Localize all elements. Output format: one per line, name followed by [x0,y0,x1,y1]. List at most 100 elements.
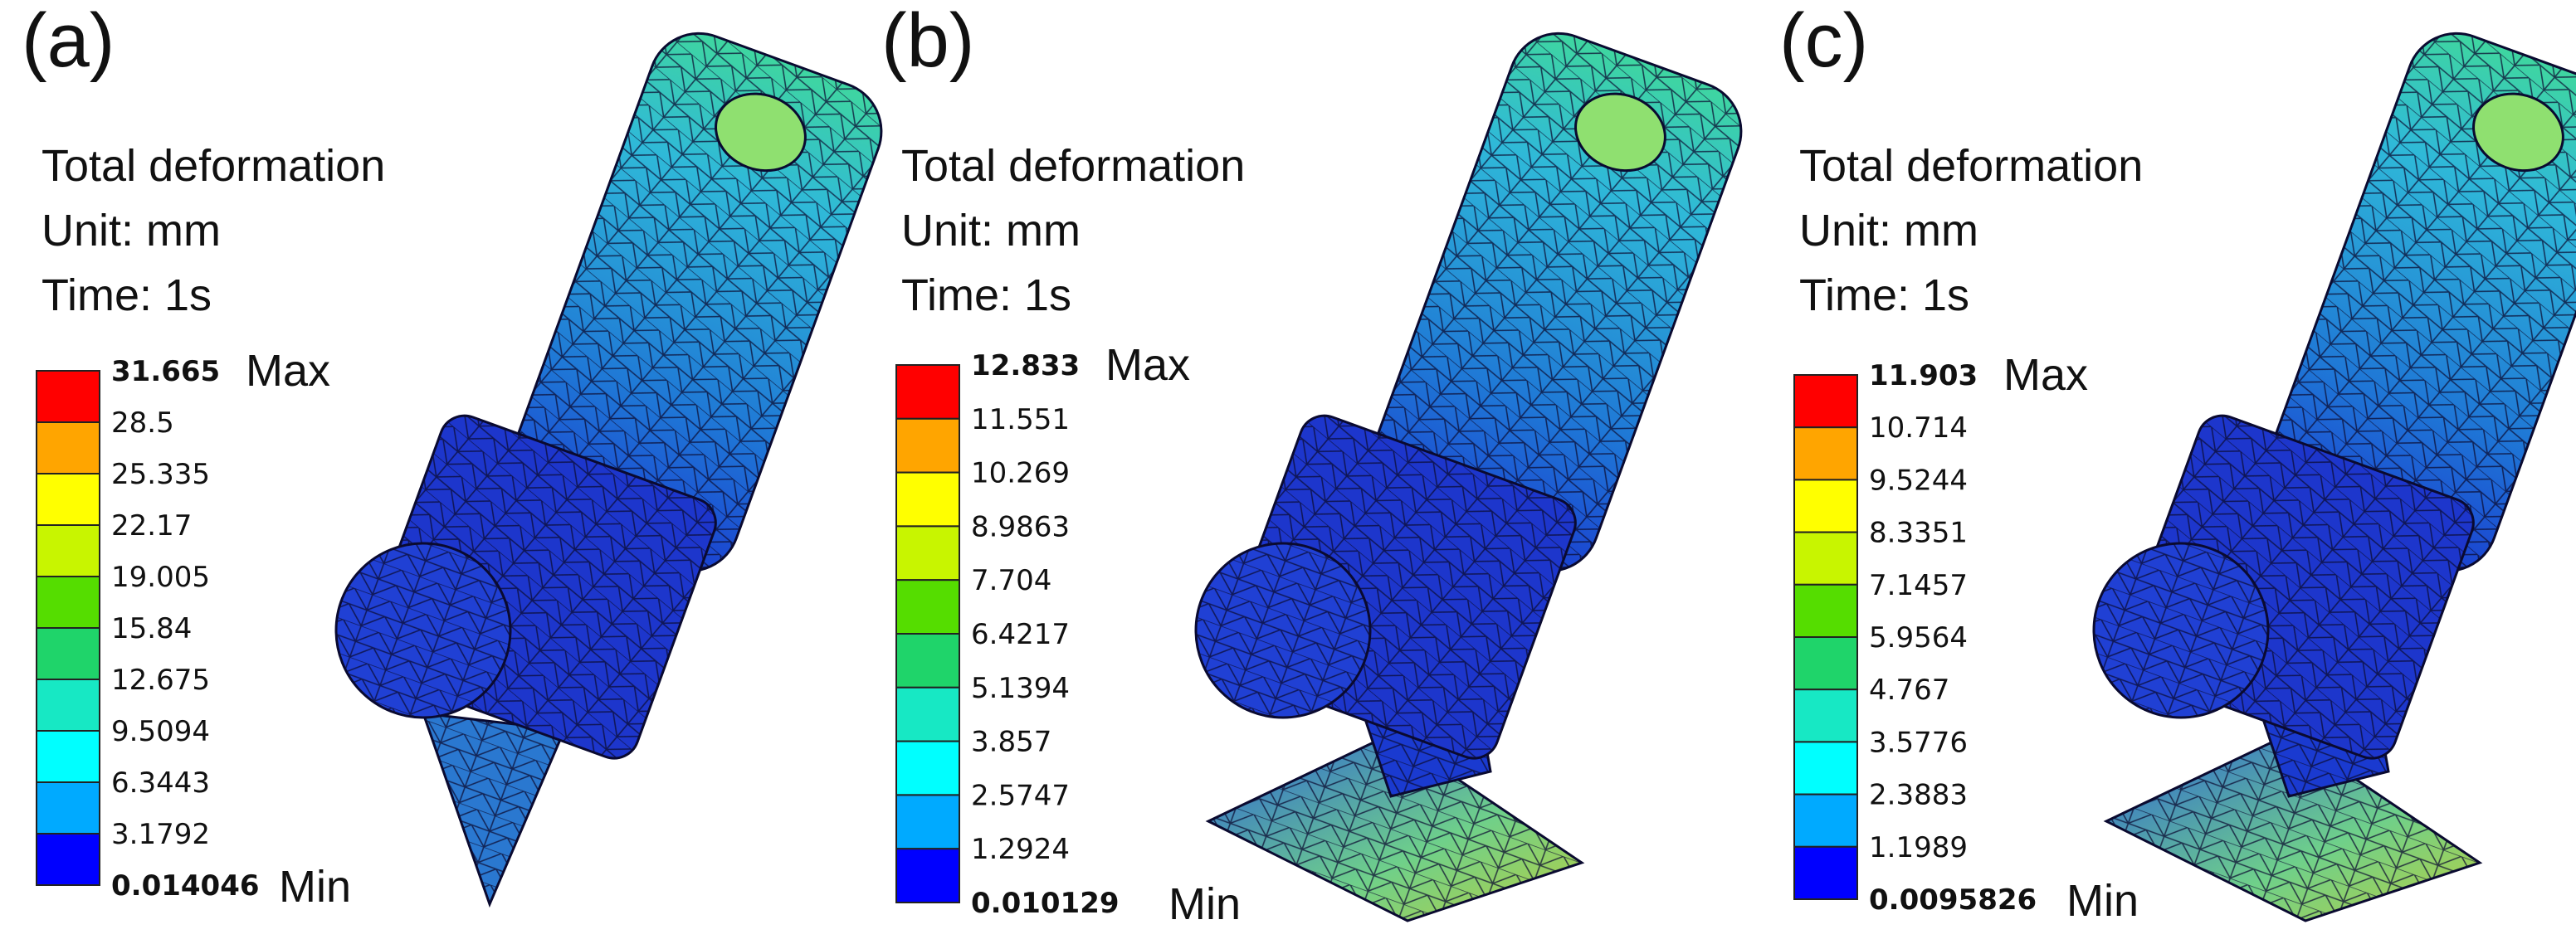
legend-value: 28.5 [111,406,174,440]
panel: (c) Total deformation Unit: mm Time: 1s 11.9… [1779,0,2576,926]
legend-value: 12.675 [111,664,210,697]
result-time: Time: 1s [41,270,212,320]
legend-swatch [895,794,960,850]
model-tip-mesh [423,713,564,904]
legend-value: 0.0095826 [1869,883,2037,917]
legend-value: 15.84 [111,612,192,645]
arm-mesh [1367,33,1741,572]
panel: (b) Total deformation Unit: mm Time: 1s 12.8… [881,0,1743,929]
model-arm [2263,32,2576,572]
legend-swatch [36,473,100,526]
legend-value: 11.903 [1869,359,1978,392]
legend-swatch [895,579,960,635]
legend-swatch [1793,636,1858,691]
legend-swatch [36,370,100,423]
arm-mesh [2265,33,2576,572]
result-title: Total deformation [1799,141,2143,191]
legend-value: 5.9564 [1869,621,1968,654]
legend-min: Min [1168,879,1241,929]
legend-swatch [895,686,960,742]
legend-swatch [36,730,100,783]
legend-swatch [1793,689,1858,743]
legend-swatch [36,833,100,886]
legend-swatch [1793,793,1858,848]
legend-value: 25.335 [111,458,210,491]
legend-swatch [1793,374,1858,429]
arm-mesh [507,33,881,572]
result-title: Total deformation [41,141,385,191]
legend-value: 6.3443 [111,766,210,800]
legend-min: Min [279,862,351,912]
legend-value: 6.4217 [971,618,1070,651]
legend-swatch [895,848,960,904]
legend-swatch [895,633,960,689]
legend-swatch [36,679,100,732]
result-unit: Unit: mm [901,206,1081,255]
arm-hole [715,92,807,173]
legend-value: 0.014046 [111,869,260,903]
result-time: Time: 1s [1799,270,1969,320]
result-title: Total deformation [901,141,1245,191]
legend-swatch [36,576,100,629]
legend-swatch [895,740,960,796]
legend-swatch [1793,741,1858,796]
legend-value: 1.1989 [1869,831,1968,864]
legend-value: 31.665 [111,355,220,388]
legend-value: 7.1457 [1869,569,1968,602]
legend-max: Max [246,346,330,396]
panel-label: (c) [1779,0,1868,83]
arm-hole [1574,92,1666,173]
model-foot-mesh [1208,734,1582,921]
model-boss-mesh [1196,543,1370,718]
legend-value: 8.9863 [971,510,1070,543]
model-foot-mesh [2106,734,2480,921]
legend-swatch [36,781,100,835]
legend-swatch [1793,479,1858,533]
legend-value: 5.1394 [971,672,1070,705]
legend-max: Max [2003,350,2088,400]
model-boss-mesh [336,543,510,718]
legend-value: 22.17 [111,509,192,543]
mesh-model [2092,32,2576,922]
legend-value: 2.3883 [1869,779,1968,812]
panel: (a) Total deformation Unit: mm Time: 1s 31.6… [22,0,883,912]
legend-value: 7.704 [971,564,1051,597]
legend-swatch [895,364,960,420]
model-arm [505,32,883,572]
legend-swatch [36,627,100,680]
legend-value: 9.5094 [111,715,210,748]
result-time: Time: 1s [901,270,1071,320]
legend-value: 0.010129 [971,887,1120,920]
mesh-model [1194,32,1743,922]
legend-swatch [1793,531,1858,586]
arm-hole [2472,92,2564,173]
legend-swatch [1793,583,1858,638]
mesh-model [334,32,883,908]
legend-value: 19.005 [111,561,210,594]
result-unit: Unit: mm [41,206,221,255]
legend-value: 2.5747 [971,779,1070,812]
legend-swatch [36,421,100,474]
panel-label: (b) [881,0,974,83]
legend-value: 3.5776 [1869,726,1968,759]
legend-value: 9.5244 [1869,464,1968,497]
legend-swatch [36,524,100,577]
legend-max: Max [1105,340,1190,390]
model-boss-mesh [2094,543,2268,718]
legend-min: Min [2066,876,2139,926]
result-unit: Unit: mm [1799,206,1978,255]
legend-swatch [895,417,960,474]
legend-value: 8.3351 [1869,517,1968,550]
panel-label: (a) [22,0,115,83]
legend-value: 11.551 [971,403,1070,436]
legend-value: 12.833 [971,349,1080,382]
legend-value: 10.714 [1869,411,1968,445]
legend-value: 3.1792 [111,818,210,851]
legend-value: 4.767 [1869,674,1949,707]
model-arm [1365,32,1743,572]
legend-swatch [895,471,960,528]
legend-swatch [895,525,960,581]
legend-value: 3.857 [971,726,1051,759]
legend-value: 10.269 [971,457,1070,490]
